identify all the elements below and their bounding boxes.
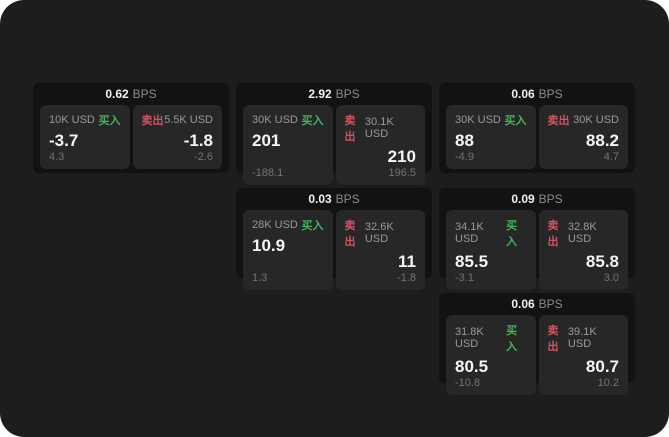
sell-panel[interactable]: 卖出 32.6K USD 11 -1.8 — [335, 210, 425, 290]
buy-panel[interactable]: 10K USD 买入 -3.7 4.3 — [40, 105, 130, 169]
quote-panels: 30K USD 买入 88 -4.9 卖出 30K USD 88.2 4.7 — [439, 105, 635, 176]
bps-unit: BPS — [335, 87, 360, 101]
sell-label: 卖出 — [344, 115, 356, 143]
sell-sub-value: 196.5 — [388, 167, 416, 179]
bps-header: 0.09 BPS — [439, 188, 635, 210]
bps-value: 2.92 — [308, 87, 332, 101]
bps-value: 0.06 — [511, 87, 535, 101]
sell-value: 85.8 — [585, 252, 619, 271]
sell-label: 卖出 — [141, 115, 164, 127]
quote-card-grid: 0.62 BPS 10K USD 买入 -3.7 4.3 卖出 5.5K USD — [33, 83, 635, 395]
quote-panels: 28K USD 买入 10.9 1.3 卖出 32.6K USD 11 -1.8 — [236, 210, 432, 297]
sell-sub-value: -2.6 — [194, 151, 213, 163]
sell-amount: 39.1K USD — [567, 326, 597, 350]
buy-label: 买入 — [301, 220, 324, 232]
sell-value: 11 — [398, 252, 416, 271]
buy-amount: 28K USD — [252, 219, 298, 231]
buy-sub-value: -4.9 — [455, 151, 474, 163]
sell-panel[interactable]: 卖出 30.1K USD 210 196.5 — [335, 105, 425, 185]
buy-amount: 30K USD — [455, 114, 501, 126]
buy-sub-value: 4.3 — [49, 151, 65, 163]
sell-value: 88.2 — [585, 131, 619, 150]
sell-sub-value: -1.8 — [397, 272, 416, 284]
sell-sub-value: 10.2 — [597, 377, 619, 389]
sell-value: 80.7 — [585, 357, 619, 376]
sell-panel[interactable]: 卖出 32.8K USD 85.8 3.0 — [538, 210, 628, 290]
sell-amount: 5.5K USD — [164, 114, 213, 126]
buy-sub-value: -10.8 — [455, 377, 481, 389]
bps-header: 2.92 BPS — [236, 83, 432, 105]
buy-sub-value: -188.1 — [252, 167, 284, 179]
sell-amount: 30K USD — [573, 114, 619, 126]
sell-panel[interactable]: 卖出 30K USD 88.2 4.7 — [538, 105, 628, 169]
buy-sub-value: -3.1 — [455, 272, 474, 284]
sell-amount: 32.8K USD — [567, 221, 597, 245]
buy-amount: 30K USD — [252, 114, 298, 126]
bps-value: 0.09 — [511, 192, 535, 206]
buy-panel[interactable]: 34.1K USD 买入 85.5 -3.1 — [446, 210, 536, 290]
bps-header: 0.06 BPS — [439, 293, 635, 315]
buy-panel[interactable]: 30K USD 买入 88 -4.9 — [446, 105, 536, 169]
quote-panels: 10K USD 买入 -3.7 4.3 卖出 5.5K USD -1.8 -2.… — [33, 105, 229, 176]
sell-sub-value: 4.7 — [603, 151, 619, 163]
bps-header: 0.06 BPS — [439, 83, 635, 105]
quote-card: 0.09 BPS 34.1K USD 买入 85.5 -3.1 卖出 32.8K… — [439, 188, 635, 290]
buy-value: 201 — [252, 131, 281, 150]
buy-value: 80.5 — [455, 357, 489, 376]
buy-amount: 10K USD — [49, 114, 95, 126]
quote-panels: 34.1K USD 买入 85.5 -3.1 卖出 32.8K USD 85.8… — [439, 210, 635, 297]
sell-amount: 30.1K USD — [364, 116, 394, 140]
quote-panels: 31.8K USD 买入 80.5 -10.8 卖出 39.1K USD 80.… — [439, 315, 635, 402]
sell-label: 卖出 — [547, 220, 559, 248]
bps-value: 0.03 — [308, 192, 332, 206]
buy-sub-value: 1.3 — [252, 272, 268, 284]
sell-label: 卖出 — [547, 325, 559, 353]
buy-value: 10.9 — [252, 236, 286, 255]
buy-value: 85.5 — [455, 252, 489, 271]
sell-label: 卖出 — [547, 115, 570, 127]
buy-amount: 34.1K USD — [455, 221, 484, 245]
bps-value: 0.62 — [105, 87, 129, 101]
bps-header: 0.62 BPS — [33, 83, 229, 105]
bps-header: 0.03 BPS — [236, 188, 432, 210]
buy-panel[interactable]: 31.8K USD 买入 80.5 -10.8 — [446, 315, 536, 395]
buy-label: 买入 — [506, 325, 518, 353]
buy-value: -3.7 — [49, 131, 79, 150]
bps-unit: BPS — [538, 87, 563, 101]
quote-card: 2.92 BPS 30K USD 买入 201 -188.1 卖出 30.1K … — [236, 83, 432, 185]
buy-amount: 31.8K USD — [455, 326, 484, 350]
quote-card: 0.06 BPS 31.8K USD 买入 80.5 -10.8 卖出 39.1… — [439, 293, 635, 395]
sell-amount: 32.6K USD — [364, 221, 394, 245]
bps-unit: BPS — [538, 297, 563, 311]
quote-card: 0.03 BPS 28K USD 买入 10.9 1.3 卖出 32.6K US… — [236, 188, 432, 290]
sell-panel[interactable]: 卖出 5.5K USD -1.8 -2.6 — [132, 105, 222, 169]
buy-label: 买入 — [301, 115, 324, 127]
bps-unit: BPS — [538, 192, 563, 206]
bps-unit: BPS — [132, 87, 157, 101]
buy-label: 买入 — [506, 220, 518, 248]
buy-panel[interactable]: 28K USD 买入 10.9 1.3 — [243, 210, 333, 290]
buy-label: 买入 — [98, 115, 121, 127]
sell-panel[interactable]: 卖出 39.1K USD 80.7 10.2 — [538, 315, 628, 395]
buy-value: 88 — [455, 131, 474, 150]
quote-card: 0.62 BPS 10K USD 买入 -3.7 4.3 卖出 5.5K USD — [33, 83, 229, 173]
quote-card: 0.06 BPS 30K USD 买入 88 -4.9 卖出 30K USD — [439, 83, 635, 173]
sell-label: 卖出 — [344, 220, 356, 248]
buy-label: 买入 — [504, 115, 527, 127]
bps-value: 0.06 — [511, 297, 535, 311]
quote-panels: 30K USD 买入 201 -188.1 卖出 30.1K USD 210 1… — [236, 105, 432, 192]
sell-value: -1.8 — [183, 131, 213, 150]
buy-panel[interactable]: 30K USD 买入 201 -188.1 — [243, 105, 333, 185]
bps-unit: BPS — [335, 192, 360, 206]
sell-value: 210 — [387, 147, 416, 166]
sell-sub-value: 3.0 — [603, 272, 619, 284]
